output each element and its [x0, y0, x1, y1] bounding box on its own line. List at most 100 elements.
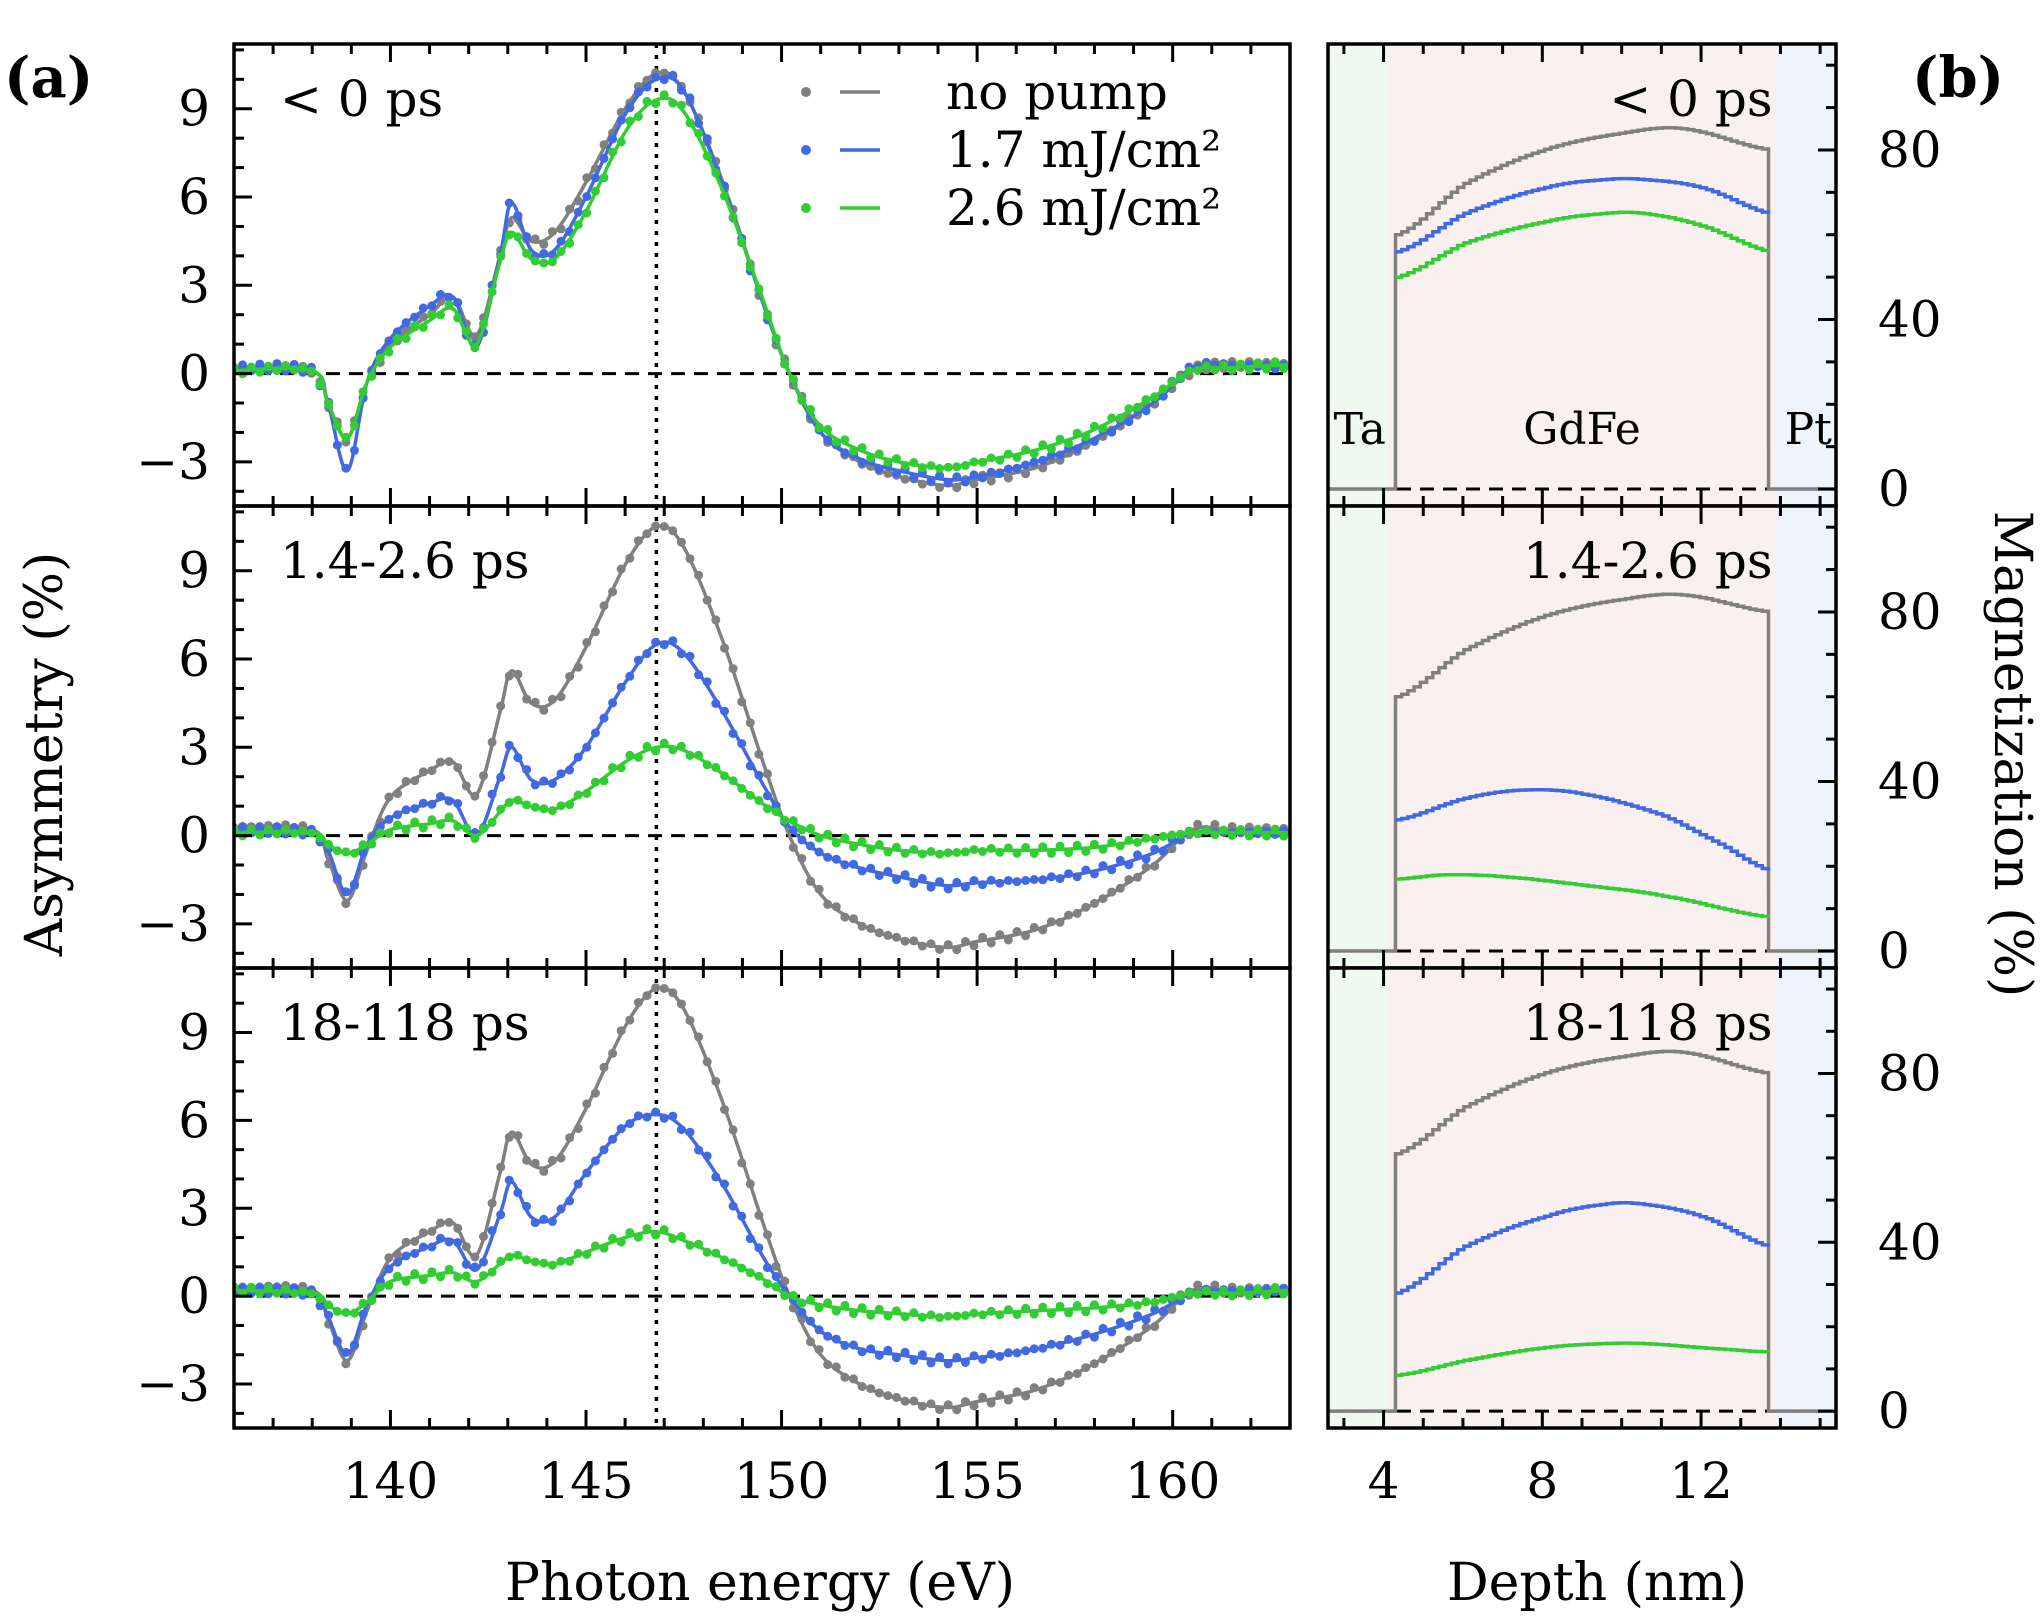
- data-point: [410, 1249, 420, 1258]
- data-point: [444, 1237, 454, 1247]
- data-point: [608, 763, 618, 772]
- data-point: [728, 1201, 738, 1211]
- axes-frame: [232, 966, 1292, 1430]
- data-point: [806, 823, 815, 833]
- data-point: [633, 1232, 643, 1242]
- data-point: [418, 322, 428, 332]
- data-point: [685, 651, 695, 661]
- data-point: [960, 477, 970, 487]
- data-point: [625, 103, 635, 113]
- data-point: [401, 1237, 411, 1247]
- data-point: [608, 698, 618, 708]
- data-point: [547, 694, 557, 704]
- data-point: [1227, 1291, 1237, 1301]
- y-tick-label: 0: [1878, 1382, 1910, 1440]
- chart-a-panel-3: −3 0 3 6 9 140 145 150 155 160 18-118 ps: [136, 966, 1292, 1510]
- data-point: [1012, 1348, 1022, 1358]
- data-point: [1219, 1286, 1228, 1296]
- data-point: [350, 879, 359, 889]
- data-point: [1072, 1337, 1082, 1346]
- data-point: [573, 1124, 583, 1133]
- data-point: [720, 643, 729, 653]
- data-point: [986, 453, 996, 463]
- data-point: [1003, 473, 1013, 483]
- y-tick-label: 40: [1878, 753, 1942, 811]
- data-point: [1046, 450, 1056, 460]
- panel-time-label: < 0 ps: [1609, 70, 1772, 128]
- data-point: [504, 798, 514, 807]
- data-point: [642, 529, 652, 539]
- data-point: [401, 318, 411, 328]
- data-point: [530, 802, 540, 812]
- data-point: [289, 828, 299, 838]
- data-point: [306, 828, 316, 838]
- data-point: [1201, 1286, 1211, 1296]
- data-point: [1098, 894, 1108, 904]
- data-point: [375, 828, 385, 838]
- data-point: [754, 284, 764, 294]
- data-point: [642, 649, 652, 659]
- panel-time-label: 1.4-2.6 ps: [1523, 532, 1773, 590]
- data-point: [857, 866, 867, 876]
- chart-a-panel-1: −3 0 3 6 9 < 0 ps: [136, 42, 1292, 508]
- data-point: [935, 1313, 945, 1322]
- data-point: [556, 224, 566, 234]
- plot-area: [234, 983, 1290, 1415]
- layer-band-pt: [1776, 968, 1836, 1428]
- data-point: [1081, 1329, 1091, 1339]
- data-point: [384, 347, 394, 357]
- data-point: [470, 343, 480, 353]
- y-tick-label: 3: [178, 256, 210, 314]
- data-point: [350, 848, 359, 858]
- data-point: [436, 310, 445, 320]
- data-point: [427, 1267, 437, 1277]
- data-point: [1021, 445, 1031, 455]
- data-point: [771, 1282, 781, 1292]
- data-point: [883, 930, 893, 940]
- data-point: [479, 319, 488, 329]
- plot-area: [234, 521, 1290, 955]
- magnetization-profile: [1328, 126, 1836, 491]
- data-point: [461, 781, 471, 791]
- data-point: [960, 1311, 970, 1320]
- data-point: [1141, 1323, 1151, 1333]
- data-point: [539, 239, 549, 249]
- data-point: [806, 1337, 815, 1347]
- data-point: [995, 930, 1005, 940]
- series-2-6-mj-cm-: [234, 1224, 1290, 1322]
- magnetization-profile: [1395, 1201, 1771, 1295]
- data-point: [806, 841, 815, 851]
- data-point: [797, 835, 807, 845]
- data-point: [754, 796, 764, 805]
- data-point: [384, 792, 394, 802]
- data-point: [487, 789, 497, 799]
- data-point: [1038, 925, 1048, 935]
- data-point: [556, 1153, 566, 1163]
- data-point: [1064, 848, 1074, 858]
- data-point: [358, 848, 368, 858]
- data-point: [642, 82, 652, 92]
- data-point: [496, 1256, 506, 1266]
- data-point: [814, 847, 824, 857]
- data-point: [694, 1239, 704, 1249]
- data-point: [745, 1234, 755, 1244]
- data-point: [1072, 444, 1082, 454]
- data-point: [771, 807, 781, 817]
- data-point: [1029, 457, 1039, 467]
- data-point: [565, 672, 575, 681]
- legend-entry: no pump: [801, 63, 1168, 121]
- data-point: [676, 85, 686, 95]
- data-point: [900, 1396, 910, 1406]
- data-point: [1003, 1395, 1013, 1405]
- data-point: [1158, 1294, 1168, 1304]
- data-point: [1193, 1289, 1203, 1299]
- data-point: [711, 1172, 721, 1182]
- chart-a-panels: −3 0 3 6 9 < 0 ps −3 0 3 6 9 1.4-2.6 ps −3 0 3 6 9 140 145…: [136, 42, 1292, 1510]
- data-point: [418, 1242, 428, 1252]
- data-point: [797, 854, 807, 863]
- data-point: [1253, 1284, 1263, 1293]
- data-point: [857, 457, 867, 467]
- data-point: [530, 697, 540, 707]
- data-point: [952, 483, 962, 493]
- data-point: [935, 471, 945, 481]
